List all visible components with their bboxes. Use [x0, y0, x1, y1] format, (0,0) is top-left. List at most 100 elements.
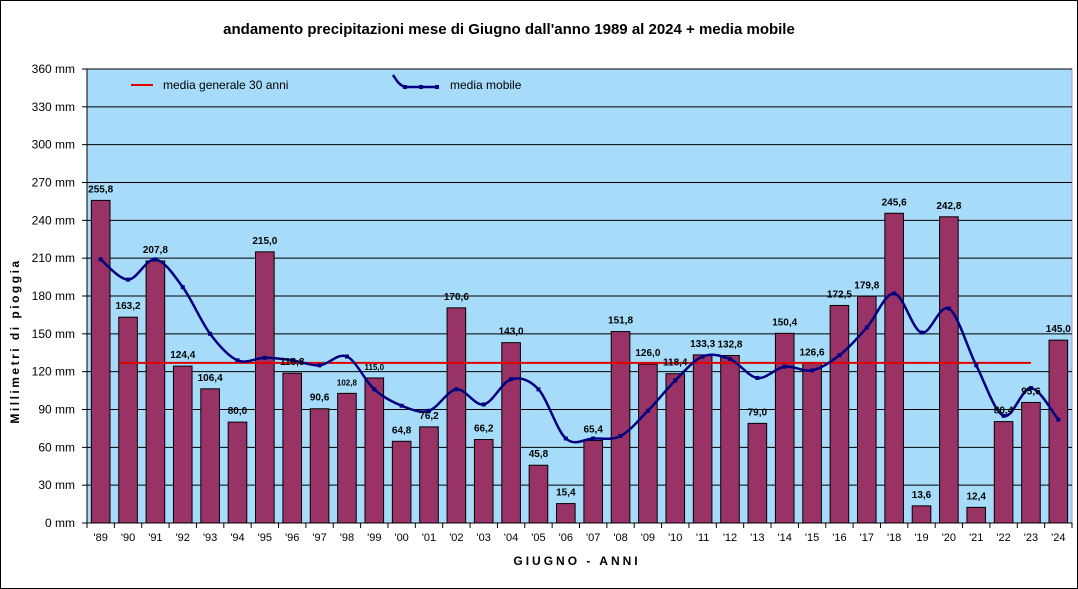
- moving-average-point: [946, 306, 951, 311]
- x-tick-label: '15: [805, 532, 819, 544]
- y-tick-label: 120 mm: [32, 365, 75, 379]
- data-label: 118,4: [663, 358, 688, 369]
- data-label: 163,2: [116, 301, 141, 312]
- moving-average-point: [673, 378, 678, 383]
- data-label: 12,4: [967, 491, 987, 502]
- x-tick-label: '11: [696, 532, 710, 544]
- moving-average-point: [700, 354, 705, 359]
- bar: [966, 506, 987, 524]
- x-tick-label: '91: [148, 532, 162, 544]
- data-label: 255,8: [88, 184, 113, 195]
- x-tick-label: '93: [203, 532, 217, 544]
- bar: [1048, 339, 1069, 524]
- moving-average-point: [864, 325, 869, 330]
- y-tick-label: 90 mm: [38, 403, 75, 417]
- bar: [337, 392, 357, 524]
- y-tick-label: 60 mm: [38, 440, 75, 454]
- moving-average-point: [98, 257, 103, 262]
- bar: [255, 251, 275, 524]
- bar: [774, 332, 795, 524]
- x-tick-label: '94: [230, 532, 244, 544]
- bar: [911, 505, 932, 524]
- x-tick-label: '13: [750, 532, 764, 544]
- moving-average-point: [782, 364, 787, 369]
- moving-average-point: [755, 375, 760, 380]
- x-tick-label: '12: [723, 532, 737, 544]
- x-tick-label: '03: [477, 532, 491, 544]
- bar: [939, 216, 959, 524]
- moving-average-point: [344, 354, 349, 359]
- bar: [528, 464, 549, 524]
- data-label: 145,0: [1046, 324, 1071, 335]
- bar: [802, 362, 822, 524]
- bar: [200, 388, 220, 524]
- moving-average-point: [837, 353, 842, 358]
- moving-average-point: [563, 436, 568, 441]
- x-tick-label: '98: [340, 532, 354, 544]
- bar: [665, 373, 686, 524]
- x-tick-label: '21: [969, 532, 983, 544]
- moving-average-point: [727, 357, 732, 362]
- data-label: 245,6: [882, 197, 907, 208]
- bar: [282, 372, 303, 524]
- data-label: 150,4: [772, 317, 797, 328]
- data-label: 15,4: [556, 488, 576, 499]
- x-tick-label: '20: [942, 532, 956, 544]
- data-label: 132,8: [717, 340, 742, 351]
- bar: [720, 355, 740, 524]
- y-tick-label: 0 mm: [45, 516, 75, 530]
- moving-average-point: [974, 363, 979, 368]
- data-label: 115,0: [365, 363, 385, 372]
- x-tick-label: '14: [778, 532, 792, 544]
- x-tick-label: '09: [641, 532, 655, 544]
- chart-title: andamento precipitazioni mese di Giugno …: [223, 21, 795, 38]
- x-tick-label: '06: [559, 532, 573, 544]
- y-tick-label: 210 mm: [32, 251, 75, 265]
- x-tick-label: '05: [531, 532, 545, 544]
- x-tick-label: '22: [996, 532, 1010, 544]
- legend-moving-average-label: media mobile: [450, 78, 522, 92]
- bar: [419, 426, 439, 524]
- x-tick-label: '99: [367, 532, 381, 544]
- y-tick-label: 180 mm: [32, 289, 75, 303]
- data-label: 133,3: [690, 339, 715, 350]
- data-label: 151,8: [608, 316, 633, 327]
- y-tick-label: 300 mm: [32, 138, 75, 152]
- bar: [90, 199, 111, 524]
- moving-average-point: [618, 433, 623, 438]
- x-tick-label: '19: [914, 532, 928, 544]
- moving-average-point: [645, 408, 650, 413]
- x-tick-label: '07: [586, 532, 600, 544]
- x-tick-label: '90: [121, 532, 135, 544]
- data-label: 242,8: [936, 201, 961, 212]
- data-label: 13,6: [912, 490, 932, 501]
- bar: [145, 260, 166, 524]
- bar: [446, 307, 467, 524]
- x-axis-label: GIUGNO - ANNI: [513, 554, 641, 568]
- x-tick-label: '02: [449, 532, 463, 544]
- bar: [118, 316, 138, 524]
- legend-moving-average-marker: [419, 85, 423, 89]
- bar: [638, 363, 658, 524]
- legend-moving-average-marker: [403, 85, 407, 89]
- data-label: 76,2: [419, 411, 439, 422]
- data-label: 207,8: [143, 245, 168, 256]
- x-tick-label: '24: [1051, 532, 1065, 544]
- x-tick-label: '17: [860, 532, 874, 544]
- data-label: 215,0: [252, 236, 277, 247]
- moving-average-point: [454, 387, 459, 392]
- bar: [884, 212, 904, 524]
- data-label: 172,5: [827, 289, 852, 300]
- bar: [227, 421, 248, 524]
- bar: [610, 331, 631, 524]
- moving-average-point: [399, 403, 404, 408]
- moving-average-point: [180, 285, 185, 290]
- bar: [501, 342, 521, 524]
- moving-average-point: [1001, 413, 1006, 418]
- x-tick-label: '97: [312, 532, 326, 544]
- bar: [556, 503, 576, 524]
- bar: [172, 365, 193, 524]
- legend-mean-label: media generale 30 anni: [163, 78, 288, 92]
- moving-average-point: [126, 277, 131, 282]
